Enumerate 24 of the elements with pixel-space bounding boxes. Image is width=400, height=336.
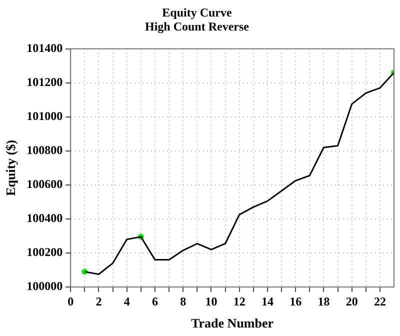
x-tick-label: 2 [96, 294, 102, 308]
x-tick-label: 6 [152, 294, 158, 308]
y-tick-label: 100200 [26, 245, 63, 260]
x-tick-label: 20 [346, 294, 358, 308]
x-tick-label: 8 [180, 294, 186, 308]
chart-subtitle: High Count Reverse [145, 20, 250, 34]
x-tick-label: 14 [261, 294, 274, 308]
y-axis-title: Equity ($) [3, 140, 18, 196]
x-tick-label: 12 [233, 294, 246, 308]
chart-title: Equity Curve [162, 5, 233, 20]
y-tick-label: 101400 [26, 40, 63, 55]
y-tick-label: 101200 [26, 74, 63, 89]
x-tick-label: 4 [124, 294, 130, 308]
x-tick-label: 22 [374, 294, 386, 308]
y-tick-label: 101000 [26, 108, 63, 123]
x-axis-title: Trade Number [191, 316, 274, 331]
y-tick-label: 100600 [26, 177, 63, 192]
x-tick-label: 10 [205, 294, 218, 308]
x-tick-label: 0 [68, 294, 74, 308]
x-tick-label: 18 [318, 294, 330, 308]
y-tick-label: 100800 [26, 142, 63, 157]
y-tick-label: 100400 [26, 211, 63, 226]
y-tick-label: 100000 [26, 279, 63, 294]
x-tick-label: 16 [290, 294, 302, 308]
